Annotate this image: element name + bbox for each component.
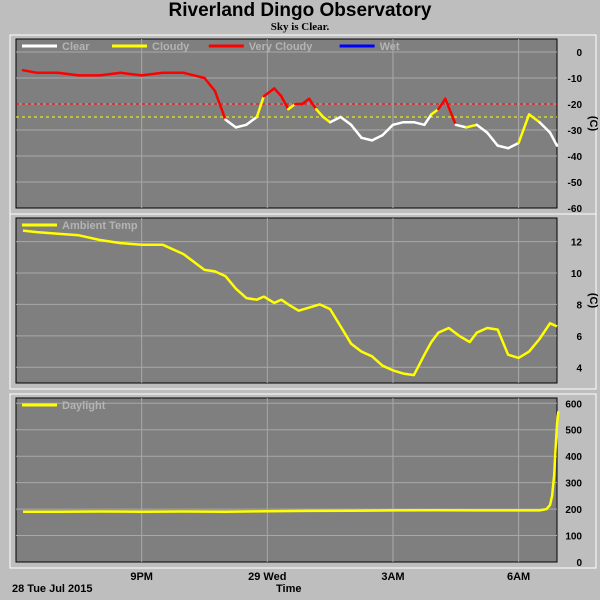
y-tick-label: 4: [576, 363, 582, 374]
chart-panel-2: 4 6 8 10 12 (C) Ambient Temp: [15, 217, 599, 384]
sky-temp-segment: [224, 118, 238, 129]
sky-temp-segment: [538, 120, 552, 134]
y-tick-label: 100: [565, 532, 582, 543]
sky-temp-segment: [203, 76, 217, 93]
y-tick-label: -40: [568, 152, 583, 163]
chart-panel-3: 0 100 200 300 400 500 600 Daylight: [15, 397, 582, 569]
sky-temp-segment: [391, 120, 405, 127]
plot-area: [15, 397, 558, 563]
y-tick-label: 10: [571, 269, 583, 280]
x-tick-label: 29 Wed: [248, 571, 286, 583]
y-tick-label: 500: [565, 426, 582, 437]
date-label: 28 Tue Jul 2015: [12, 583, 93, 595]
sky-temp-segment: [339, 115, 353, 127]
sky-temp-segment: [381, 123, 395, 137]
sky-temp-segment: [300, 97, 311, 106]
plot-area: [15, 38, 558, 209]
y-tick-label: 6: [576, 332, 582, 343]
sky-temp-segment: [370, 133, 384, 142]
sky-temp-segment: [328, 115, 342, 124]
chart-title: Riverland Dingo Observatory: [168, 0, 432, 21]
sky-temp-segment: [56, 71, 81, 77]
legend-label: Daylight: [62, 400, 106, 412]
sky-temp-segment: [423, 113, 433, 127]
y-tick-label: 400: [565, 452, 582, 463]
series-line: [22, 229, 558, 377]
sky-temp-segment: [119, 71, 143, 77]
legend-label: Cloudy: [152, 41, 190, 53]
x-tick-label: 9PM: [130, 571, 153, 583]
y-tick-label: 300: [565, 479, 582, 490]
y-axis-label: (C): [587, 293, 599, 309]
x-axis-label: Time: [276, 583, 302, 595]
y-tick-label: -50: [568, 178, 583, 189]
sky-temp-segment: [262, 87, 276, 98]
sky-temp-segment: [349, 123, 363, 140]
sky-temp-segment: [454, 123, 468, 129]
sky-temp-segment: [444, 97, 458, 127]
legend-label: Clear: [62, 41, 90, 53]
series-line: [23, 411, 560, 513]
chart-panel-1: 0 -10 -20 -30 -40 -50 -60 (C) Clear Cloudy Very Cl…: [15, 38, 599, 215]
legend-label: Ambient Temp: [62, 220, 138, 232]
sky-temp-segment: [213, 89, 227, 121]
y-tick-label: 0: [576, 558, 582, 569]
y-tick-label: -10: [568, 74, 583, 85]
sky-temp-segment: [98, 71, 122, 77]
sky-temp-segment: [255, 94, 266, 119]
y-tick-label: -30: [568, 126, 583, 137]
y-tick-label: 12: [571, 238, 583, 249]
sky-temp-segment: [496, 144, 510, 150]
sky-temp-segment: [517, 113, 531, 145]
sky-temp-segment: [234, 123, 248, 129]
sky-temp-segment: [280, 94, 290, 111]
sky-temp-segment: [321, 115, 332, 124]
sky-temp-segment: [465, 123, 478, 129]
plot-area: [15, 217, 558, 384]
sky-status-subtitle: Sky is Clear.: [270, 21, 330, 33]
x-tick-label: 6AM: [507, 571, 530, 583]
sky-temp-segment: [182, 71, 206, 80]
y-tick-label: 0: [576, 48, 582, 59]
sky-temp-segment: [485, 131, 499, 147]
x-tick-label: 3AM: [381, 571, 404, 583]
panel-frame: [9, 213, 597, 390]
sky-temp-segment: [140, 71, 164, 77]
y-tick-label: 8: [576, 300, 582, 311]
sky-temp-segment: [360, 136, 374, 142]
sky-temp-segment: [430, 107, 440, 116]
sky-temp-segment: [314, 107, 325, 119]
panel-frame: [9, 393, 597, 569]
legend-label: Very Cloudy: [249, 41, 313, 53]
sky-temp-segment: [412, 120, 426, 127]
sky-temp-segment: [548, 131, 559, 147]
sky-temp-segment: [527, 113, 541, 124]
legend-label: Wet: [380, 41, 400, 53]
sky-temp-segment: [286, 102, 297, 111]
sky-temp-segment: [307, 97, 318, 111]
sky-temp-segment: [273, 87, 283, 98]
y-tick-label: 600: [565, 399, 582, 410]
sky-temp-segment: [21, 68, 39, 75]
y-tick-label: 200: [565, 505, 582, 516]
sky-temp-segment: [506, 141, 520, 150]
y-axis-label: (C): [587, 116, 599, 132]
y-tick-label: -20: [568, 100, 583, 111]
sky-temp-segment: [437, 97, 447, 111]
sky-temp-segment: [245, 115, 259, 127]
sky-temp-segment: [475, 123, 489, 134]
y-tick-label: -60: [568, 204, 583, 215]
